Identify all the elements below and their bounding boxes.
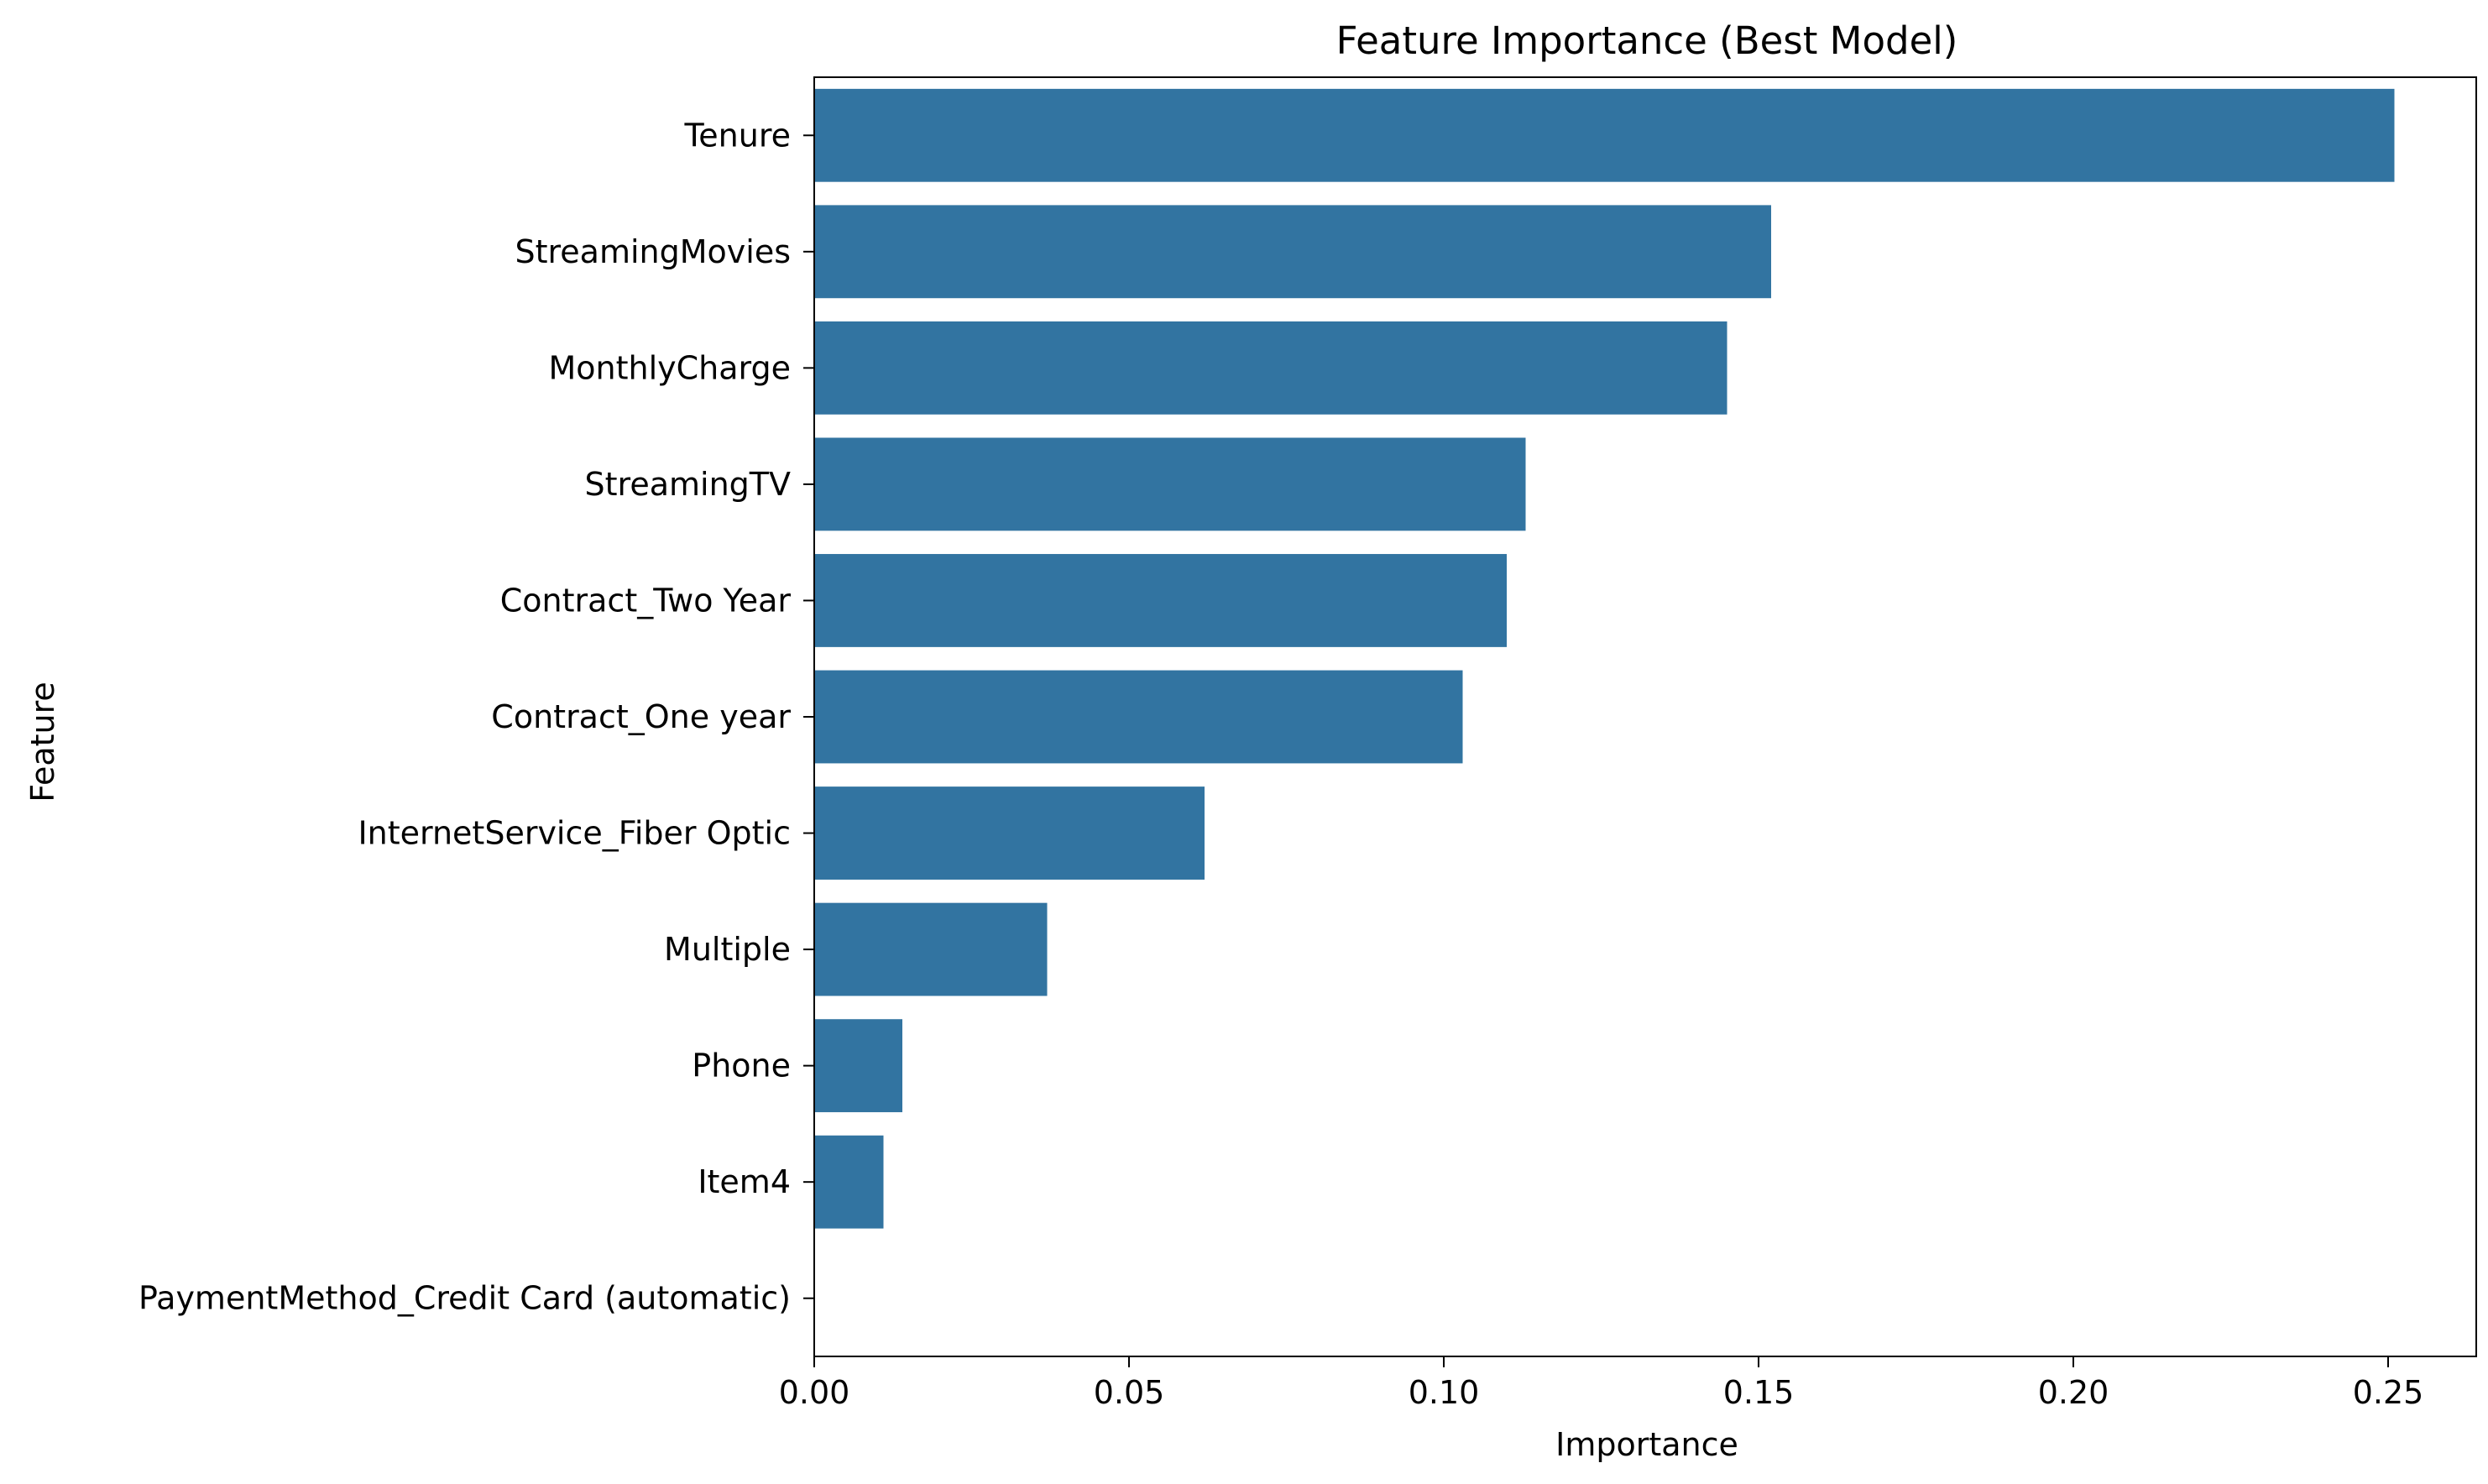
bar-contract-two-year (814, 554, 1507, 647)
y-tick-label: StreamingMovies (515, 233, 791, 270)
bar-contract-one-year (814, 670, 1463, 764)
x-tick-label: 0.20 (2038, 1374, 2109, 1411)
y-tick-label: Contract_One year (491, 698, 791, 735)
bar-phone (814, 1019, 902, 1113)
y-tick-label: MonthlyCharge (548, 349, 791, 386)
y-tick-label: Contract_Two Year (500, 582, 792, 619)
x-tick-label: 0.05 (1094, 1374, 1165, 1411)
bar-streamingtv (814, 437, 1526, 531)
x-axis-ticks: 0.00 0.05 0.10 0.15 0.20 0.25 (779, 1356, 2424, 1411)
y-tick-label: InternetService_Fiber Optic (358, 815, 791, 852)
chart-title: Feature Importance (Best Model) (1336, 18, 1958, 63)
y-tick-label: StreamingTV (585, 466, 791, 503)
plot-frame (813, 76, 2477, 1357)
y-tick-label: Phone (692, 1048, 791, 1084)
y-tick-label: Tenure (684, 117, 791, 154)
y-axis-ticks: Tenure StreamingMovies MonthlyCharge Stream… (139, 117, 814, 1317)
bar-tenure (814, 88, 2395, 182)
y-tick-label: Multiple (664, 931, 791, 968)
x-axis-label: Importance (1555, 1426, 1738, 1463)
bar-internetservice-fiber-optic (814, 786, 1205, 880)
x-tick-label: 0.15 (1723, 1374, 1795, 1411)
bars-group (814, 88, 2395, 1229)
y-tick-label: Item4 (698, 1163, 791, 1200)
x-tick-label: 0.00 (779, 1374, 850, 1411)
bar-streamingmovies (814, 205, 1771, 299)
x-tick-label: 0.10 (1409, 1374, 1480, 1411)
bar-multiple (814, 902, 1048, 996)
y-tick-label: PaymentMethod_Credit Card (automatic) (139, 1280, 791, 1317)
y-axis-label: Feature (24, 682, 61, 802)
x-tick-label: 0.25 (2353, 1374, 2424, 1411)
bar-item4 (814, 1135, 884, 1229)
bar-monthlycharge (814, 321, 1727, 415)
